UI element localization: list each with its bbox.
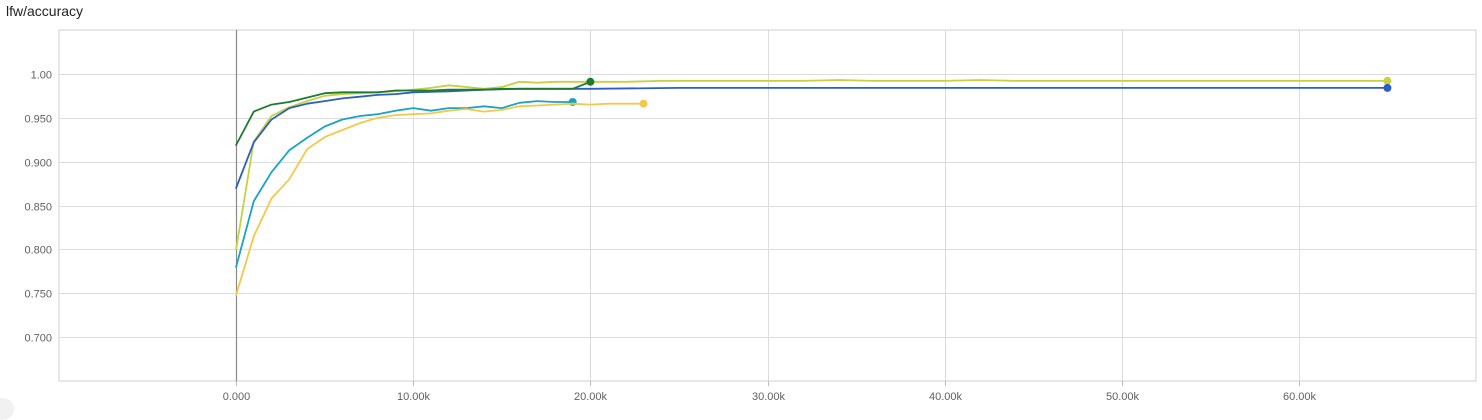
chart-title: lfw/accuracy	[6, 3, 84, 19]
series-end-point-4	[568, 97, 577, 106]
tick-layer: 0.700 0.750 0.800 0.850 0.900 0.950 1.00 0.000 1…	[24, 70, 1316, 404]
series-line-3	[235, 80, 592, 146]
series-end-point-5	[639, 99, 648, 108]
y-tick-label: 0.700	[24, 333, 52, 345]
y-tick-label: 0.750	[24, 289, 52, 301]
series-line-2	[235, 87, 1389, 189]
series-line-4	[235, 100, 574, 268]
series-end-point-3	[586, 77, 595, 86]
chart-plot: 0.700 0.750 0.800 0.850 0.900 0.950 1.00 0.000 1…	[24, 29, 1477, 404]
x-tick-label: 20.00k	[574, 391, 608, 403]
y-tick-label: 1.00	[31, 70, 52, 82]
x-tick-label: 0.000	[223, 391, 251, 403]
series-layer	[235, 76, 1392, 296]
y-tick-label: 0.900	[24, 158, 52, 170]
x-tick-label: 60.00k	[1283, 391, 1317, 403]
x-tick-label: 40.00k	[929, 391, 963, 403]
x-tick-label: 10.00k	[397, 391, 431, 403]
plot-frame	[58, 29, 1477, 382]
series-end-point-2	[1383, 83, 1392, 92]
series-line-1	[235, 79, 1389, 251]
y-tick-label: 0.950	[24, 114, 52, 126]
x-tick-label: 30.00k	[752, 391, 786, 403]
series-line-5	[235, 102, 645, 296]
x-tick-label: 50.00k	[1106, 391, 1140, 403]
grid-layer	[58, 29, 1477, 386]
y-tick-label: 0.800	[24, 245, 52, 257]
y-tick-label: 0.850	[24, 202, 52, 214]
series-end-point-1	[1383, 76, 1392, 85]
